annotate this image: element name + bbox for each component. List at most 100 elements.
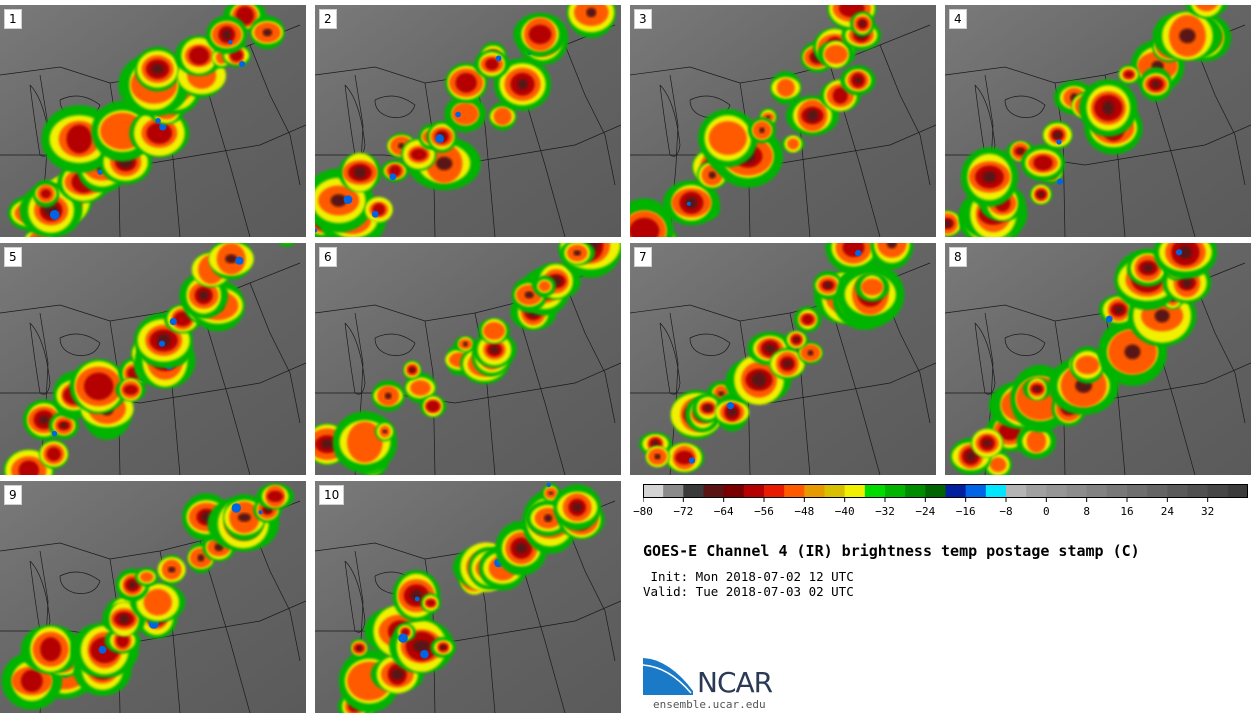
colorbar-segment — [1046, 484, 1067, 498]
convective-cell — [384, 392, 392, 400]
colorbar-tick-label: −72 — [673, 505, 694, 518]
panel-number-label: 4 — [949, 9, 967, 29]
map-boundary-line — [564, 44, 616, 186]
colorbar-segment — [643, 484, 664, 498]
convective-cell — [167, 566, 176, 573]
convective-cell — [413, 640, 430, 653]
colorbar-segment — [743, 484, 765, 498]
convective-cell — [119, 614, 129, 624]
convective-cell — [543, 514, 553, 523]
ensemble-panel: 5 — [0, 243, 306, 475]
convective-cell — [982, 171, 997, 183]
convective-cell — [1114, 306, 1124, 314]
convective-cell — [239, 61, 246, 67]
map-boundary-line — [315, 124, 621, 166]
convective-cell — [1026, 429, 1047, 453]
convective-cell — [140, 571, 154, 583]
convective-cell — [1142, 263, 1154, 273]
convective-cell — [420, 649, 429, 659]
convective-cell — [1037, 191, 1045, 197]
colorbar-segment — [1006, 484, 1027, 498]
convective-cell — [966, 451, 976, 462]
colorbar-segment — [1167, 484, 1188, 498]
convective-cell — [586, 7, 597, 18]
convective-cell — [1056, 178, 1064, 185]
ensemble-panel: 9 — [0, 481, 306, 713]
valid-time: Valid: Tue 2018-07-03 02 UTC — [643, 584, 854, 599]
convective-cell — [389, 173, 397, 181]
convective-cell — [688, 457, 696, 464]
colorbar-segment — [965, 484, 987, 498]
colorbar-segment — [723, 484, 745, 498]
ensemble-panel: 8 — [945, 243, 1251, 475]
convective-cell — [524, 291, 534, 299]
colorbar-segment — [683, 484, 704, 498]
convective-cell — [515, 542, 528, 554]
panel-number-label: 7 — [634, 247, 652, 267]
convective-cell — [485, 58, 499, 71]
convective-cell — [169, 318, 177, 326]
convective-cell — [1105, 315, 1113, 323]
panel-number-label: 9 — [4, 485, 22, 505]
convective-cell — [854, 77, 862, 84]
map-boundary-line — [879, 44, 931, 186]
convective-cell — [425, 599, 436, 607]
convective-cell — [116, 633, 129, 648]
convective-cell — [51, 430, 58, 437]
map-boundary-line — [689, 333, 731, 356]
convective-cell — [727, 408, 737, 417]
convective-cell — [832, 87, 848, 104]
convective-cell — [278, 243, 296, 247]
colorbar-segment — [804, 484, 825, 498]
map-boundary-line — [59, 333, 101, 356]
colorbar-segment — [864, 484, 886, 498]
convective-cell — [146, 122, 173, 144]
colorbar — [643, 484, 1248, 502]
map-boundary-line — [249, 282, 301, 424]
map-boundary-line — [669, 312, 679, 475]
convective-cell — [886, 243, 897, 249]
convective-cell — [222, 29, 232, 40]
convective-cell — [46, 447, 61, 462]
convective-cell — [1182, 277, 1192, 289]
convective-cell — [451, 102, 479, 126]
convective-cell — [983, 439, 992, 447]
colorbar-tick-label: −40 — [834, 505, 855, 518]
convective-cell — [123, 384, 138, 395]
convective-cell — [546, 482, 551, 488]
panel-number-label: 8 — [949, 247, 967, 267]
convective-cell — [188, 46, 210, 65]
convective-cell — [436, 156, 453, 171]
colorbar-tick-label: −8 — [999, 505, 1013, 518]
colorbar-segment — [1187, 484, 1209, 498]
convective-cell — [807, 350, 814, 356]
convective-cell — [630, 217, 660, 237]
convective-cell — [391, 668, 404, 680]
convective-cell — [40, 637, 62, 662]
convective-cell — [652, 440, 659, 448]
convective-cell — [495, 55, 502, 62]
convective-cell — [1179, 245, 1192, 260]
map-boundary-line — [659, 322, 681, 395]
convective-cell — [155, 118, 161, 124]
convective-cell — [726, 402, 735, 410]
map-boundary-line — [1194, 282, 1246, 424]
ensemble-panel: 10 — [315, 481, 621, 713]
colorbar-tick-label: −48 — [794, 505, 815, 518]
colorbar-segment — [945, 484, 967, 498]
ensemble-panel: 7 — [630, 243, 936, 475]
convective-cell — [262, 28, 273, 37]
convective-cell — [989, 457, 1007, 473]
logo-wordmark: NCAR — [697, 666, 773, 699]
panel-number-label: 10 — [319, 485, 345, 505]
ensemble-panel: 4 — [945, 5, 1251, 237]
convective-cell — [1176, 249, 1183, 256]
convective-cell — [231, 503, 241, 513]
colorbar-frame — [643, 484, 1248, 498]
colorbar-segment — [1207, 484, 1229, 498]
convective-cell — [455, 72, 477, 93]
convective-cell — [414, 596, 420, 602]
colorbar-tick-label: −56 — [754, 505, 774, 518]
map-boundary-line — [1004, 333, 1046, 356]
convective-cell — [1053, 131, 1062, 139]
